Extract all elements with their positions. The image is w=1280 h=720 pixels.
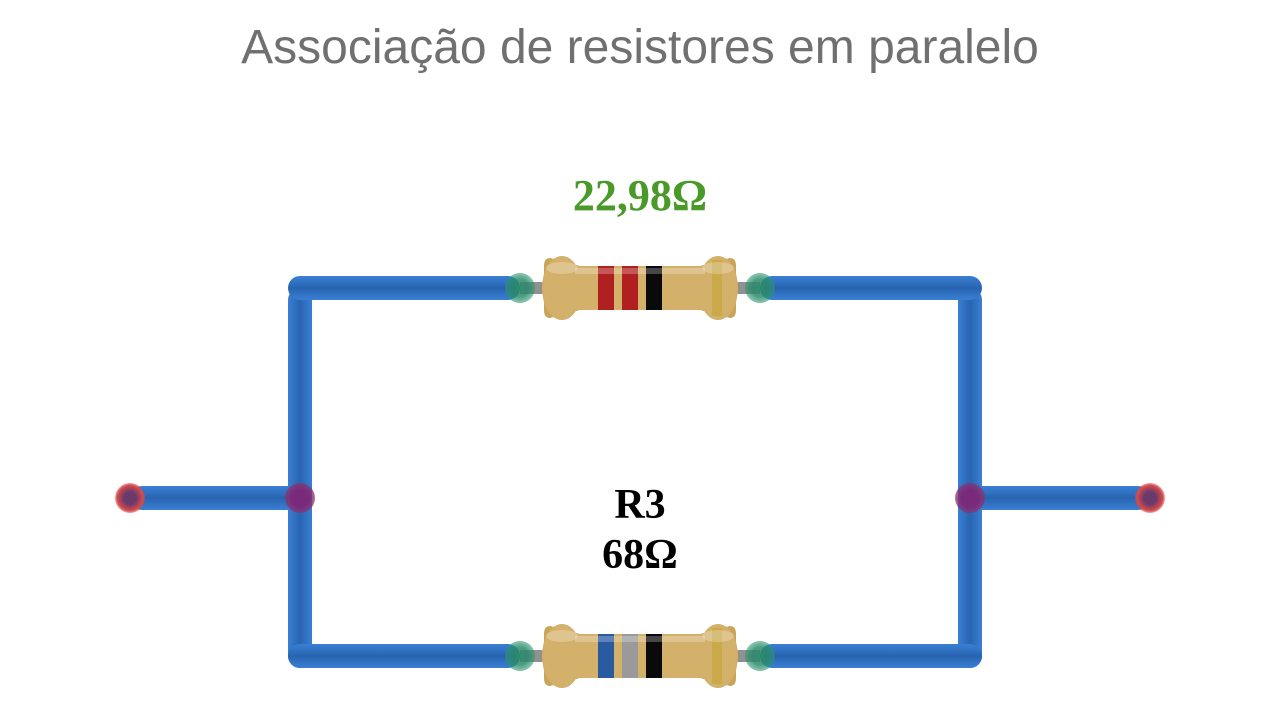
- r3-name: R3: [602, 480, 678, 530]
- equivalent-resistance-label: 22,98Ω: [573, 170, 707, 221]
- wire-right-vertical: [958, 288, 982, 668]
- r3-label: R3 68Ω: [602, 480, 678, 581]
- node-left-junction: [285, 483, 315, 513]
- r3-value: 68Ω: [602, 530, 678, 580]
- wire-top-left: [288, 276, 520, 300]
- node-bottom-left-lead: [505, 641, 535, 671]
- resistor-bottom: [520, 620, 760, 692]
- node-top-right-lead: [745, 273, 775, 303]
- node-top-left-lead: [505, 273, 535, 303]
- resistor-top: [520, 252, 760, 324]
- node-right-terminal: [1135, 483, 1165, 513]
- wire-left-vertical: [288, 288, 312, 668]
- node-right-junction: [955, 483, 985, 513]
- page-title: Associação de resistores em paralelo: [241, 20, 1039, 75]
- wire-bottom-left: [288, 644, 520, 668]
- wire-bottom-right: [760, 644, 982, 668]
- wire-right-out: [958, 486, 1150, 510]
- node-left-terminal: [115, 483, 145, 513]
- node-bottom-right-lead: [745, 641, 775, 671]
- wire-top-right: [760, 276, 982, 300]
